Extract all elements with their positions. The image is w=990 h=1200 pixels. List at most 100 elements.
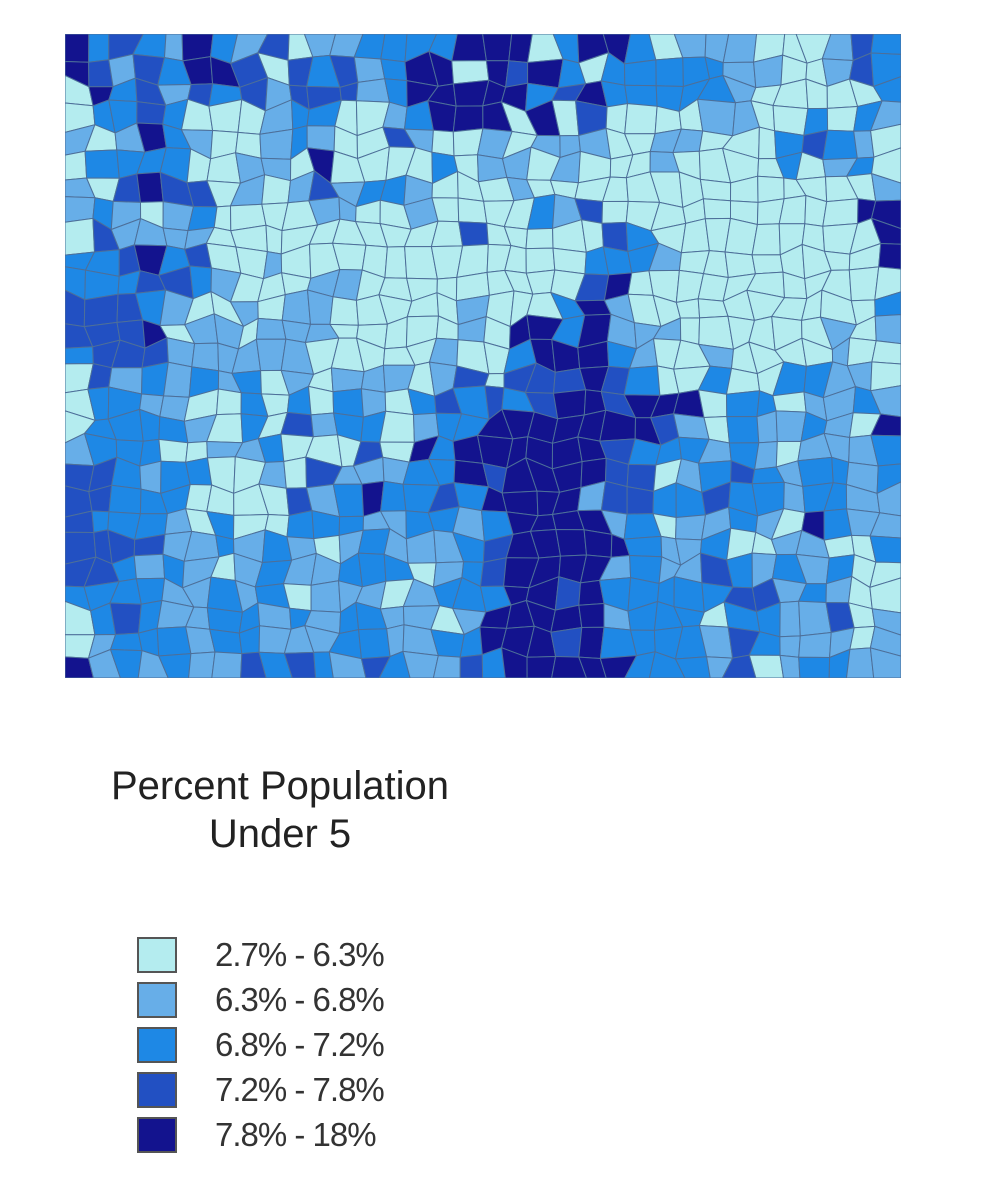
county-region	[553, 389, 587, 420]
county-region	[578, 603, 605, 628]
county-region	[724, 251, 756, 278]
county-region	[721, 654, 757, 678]
county-region	[783, 481, 806, 513]
county-region	[281, 289, 311, 325]
legend: 2.7% - 6.3% 6.3% - 6.8% 6.8% - 7.2% 7.2%…	[137, 932, 385, 1157]
legend-label-class-4: 7.2% - 7.8%	[215, 1070, 385, 1108]
county-region	[84, 149, 120, 179]
county-region	[459, 654, 484, 678]
legend-title-line-1: Percent Population	[110, 764, 449, 808]
county-region	[283, 456, 307, 489]
county-region	[164, 34, 184, 62]
county-region	[772, 391, 807, 413]
county-region	[384, 246, 408, 279]
county-region	[779, 654, 801, 678]
county-region	[828, 648, 851, 678]
county-region	[583, 529, 613, 558]
legend-swatch-class-4	[137, 1071, 177, 1108]
county-region	[578, 656, 607, 678]
county-region	[675, 298, 701, 319]
legend-item-class-1: 2.7% - 6.3%	[137, 932, 385, 977]
county-region	[158, 438, 189, 463]
county-region	[673, 576, 705, 613]
county-region	[797, 456, 834, 487]
legend-item-class-3: 6.8% - 7.2%	[137, 1022, 385, 1067]
county-region	[871, 608, 901, 636]
county-region	[308, 385, 335, 416]
county-region	[358, 628, 391, 660]
county-region	[240, 651, 267, 678]
county-region	[578, 626, 605, 659]
county-region	[360, 656, 391, 678]
county-region	[848, 266, 880, 302]
county-region	[353, 56, 386, 83]
county-region	[88, 34, 110, 63]
county-region	[332, 388, 364, 418]
county-region	[869, 535, 901, 564]
county-region	[873, 76, 901, 103]
county-region	[525, 247, 556, 274]
county-region	[871, 199, 901, 230]
county-region	[357, 552, 387, 588]
county-region	[869, 625, 901, 657]
county-region	[623, 365, 661, 396]
county-region	[216, 388, 242, 416]
county-region	[65, 217, 95, 256]
county-region	[65, 34, 90, 63]
county-region	[870, 52, 901, 87]
county-region	[600, 480, 628, 515]
county-region	[65, 346, 94, 365]
county-region	[110, 632, 143, 652]
county-region	[756, 410, 778, 444]
county-region	[758, 126, 777, 160]
county-region	[626, 486, 655, 515]
county-region	[187, 206, 218, 232]
county-region	[379, 410, 415, 443]
county-region	[310, 412, 338, 438]
county-region	[139, 460, 162, 494]
county-region	[870, 34, 901, 55]
county-region	[826, 106, 859, 132]
county-region	[330, 367, 365, 393]
county-region	[480, 557, 507, 587]
legend-title-line-2: Under 5	[208, 812, 352, 856]
legend-label-class-2: 6.3% - 6.8%	[215, 980, 385, 1018]
county-region	[505, 60, 529, 88]
county-region	[188, 651, 216, 678]
county-region	[355, 78, 390, 103]
legend-item-class-2: 6.3% - 6.8%	[137, 977, 385, 1022]
county-region	[874, 291, 901, 317]
legend-swatch-class-1	[137, 936, 177, 973]
county-region	[83, 293, 119, 328]
county-region	[779, 635, 801, 658]
county-region	[458, 221, 489, 247]
legend-swatch-class-3	[137, 1026, 177, 1063]
legend-item-class-4: 7.2% - 7.8%	[137, 1067, 385, 1112]
county-region	[675, 514, 706, 541]
county-region	[91, 510, 110, 533]
county-region	[110, 649, 143, 678]
county-region	[831, 456, 850, 485]
county-region	[699, 178, 732, 202]
county-region	[402, 650, 439, 678]
county-region	[876, 481, 901, 517]
county-region	[869, 512, 901, 539]
county-region	[158, 653, 192, 678]
county-region	[702, 198, 731, 220]
county-region	[328, 651, 367, 678]
county-region	[136, 101, 167, 125]
county-region	[136, 171, 164, 203]
county-region	[624, 651, 656, 678]
county-region	[456, 243, 489, 278]
county-region	[209, 628, 243, 655]
county-region	[871, 340, 901, 365]
county-region	[380, 34, 408, 63]
county-region	[822, 129, 858, 161]
county-region	[870, 413, 901, 437]
county-region	[259, 128, 294, 160]
county-region	[876, 463, 901, 494]
county-region	[255, 317, 287, 340]
county-region	[871, 173, 901, 202]
county-region	[258, 651, 293, 678]
county-region	[310, 580, 342, 613]
